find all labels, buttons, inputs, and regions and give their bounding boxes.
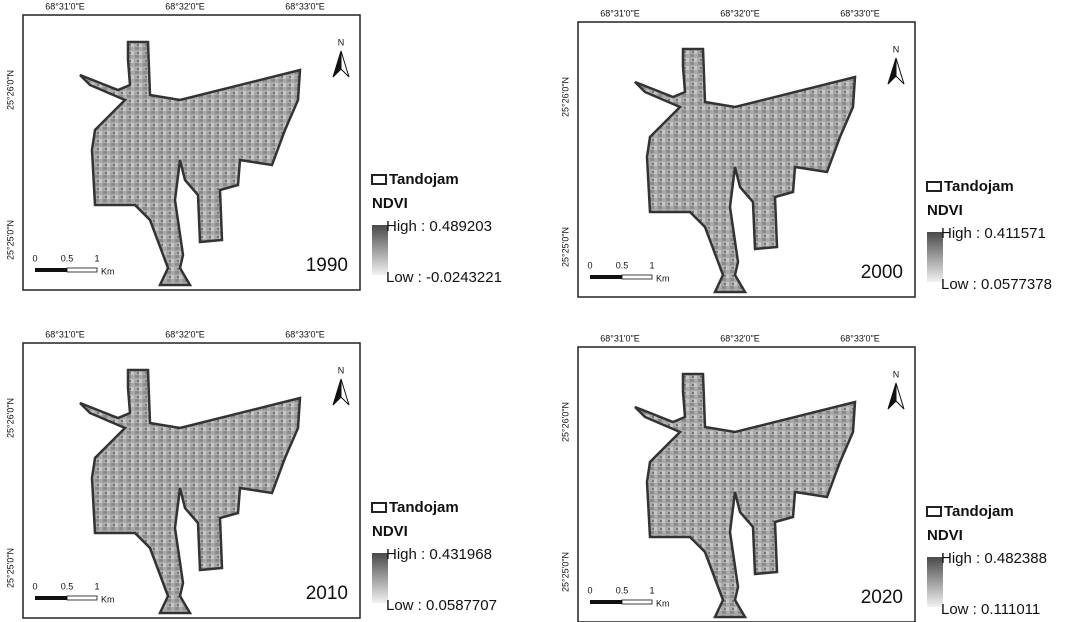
scale-label: 0	[587, 260, 592, 270]
legend-index: NDVI	[372, 195, 408, 212]
latitude-label: 25°25'0"N	[560, 227, 570, 267]
legend-high: High : 0.489203	[386, 218, 492, 235]
scale-unit: Km	[656, 598, 670, 608]
longitude-label: 68°31'0"E	[45, 1, 85, 11]
map-panel: 68°31'0"E 68°32'0"E 68°33'0"E 25°26'0"N 25°2…	[560, 333, 1047, 622]
longitude-label: 68°33'0"E	[285, 329, 325, 339]
map-panel: 68°31'0"E 68°32'0"E 68°33'0"E 25°26'0"N 25°2…	[560, 8, 1052, 297]
map-panel: 68°31'0"E 68°32'0"E 68°33'0"E 25°26'0"N 25°2…	[5, 329, 497, 618]
year-label: 2020	[861, 587, 903, 608]
scale-bar	[590, 600, 622, 604]
scale-bar	[35, 596, 67, 600]
legend-low: Low : 0.0587707	[386, 597, 497, 614]
legend-boundary: Tandojam	[389, 499, 459, 516]
scale-bar	[35, 268, 67, 272]
scale-label: 0.5	[61, 581, 74, 591]
scale-unit: Km	[101, 266, 115, 276]
scale-label: 0	[32, 253, 37, 263]
scale-bar	[622, 275, 652, 279]
north-label: N	[893, 369, 900, 379]
latitude-label: 25°26'0"N	[560, 77, 570, 117]
scale-label: 0.5	[616, 585, 629, 595]
map-panel: 68°31'0"E 68°32'0"E 68°33'0"E 25°26'0"N 25°2…	[5, 1, 502, 290]
legend-index: NDVI	[372, 523, 408, 540]
longitude-label: 68°31'0"E	[600, 8, 640, 18]
longitude-label: 68°31'0"E	[600, 333, 640, 343]
legend-index: NDVI	[927, 202, 963, 219]
legend-low: Low : 0.0577378	[941, 276, 1052, 293]
year-label: 1990	[306, 255, 348, 276]
legend-boundary-symbol	[927, 182, 941, 191]
scale-bar	[590, 275, 622, 279]
legend-high: High : 0.431968	[386, 546, 492, 563]
legend-index: NDVI	[927, 527, 963, 544]
longitude-label: 68°32'0"E	[165, 1, 205, 11]
latitude-label: 25°25'0"N	[5, 548, 15, 588]
legend-boundary: Tandojam	[944, 503, 1014, 520]
legend-boundary-symbol	[372, 175, 386, 184]
legend-high: High : 0.411571	[941, 225, 1046, 242]
longitude-label: 68°33'0"E	[840, 333, 880, 343]
longitude-label: 68°33'0"E	[840, 8, 880, 18]
legend-low: Low : 0.111011	[941, 601, 1040, 618]
legend-boundary: Tandojam	[389, 171, 459, 188]
scale-unit: Km	[101, 594, 115, 604]
longitude-label: 68°31'0"E	[45, 329, 85, 339]
year-label: 2010	[306, 583, 348, 604]
longitude-label: 68°32'0"E	[165, 329, 205, 339]
scale-label: 1	[649, 585, 654, 595]
scale-bar	[622, 600, 652, 604]
legend-low: Low : -0.0243221	[386, 269, 502, 286]
north-label: N	[338, 37, 345, 47]
scale-label: 0	[587, 585, 592, 595]
scale-bar	[67, 596, 97, 600]
scale-label: 0.5	[61, 253, 74, 263]
latitude-label: 25°25'0"N	[5, 220, 15, 260]
longitude-label: 68°33'0"E	[285, 1, 325, 11]
longitude-label: 68°32'0"E	[720, 8, 760, 18]
latitude-label: 25°26'0"N	[560, 402, 570, 442]
legend-boundary-symbol	[927, 507, 941, 516]
latitude-label: 25°25'0"N	[560, 552, 570, 592]
scale-label: 0	[32, 581, 37, 591]
legend-high: High : 0.482388	[941, 550, 1047, 567]
north-label: N	[338, 365, 345, 375]
longitude-label: 68°32'0"E	[720, 333, 760, 343]
scale-label: 1	[649, 260, 654, 270]
latitude-label: 25°26'0"N	[5, 398, 15, 438]
scale-unit: Km	[656, 273, 670, 283]
scale-label: 1	[94, 581, 99, 591]
year-label: 2000	[861, 262, 903, 283]
scale-bar	[67, 268, 97, 272]
latitude-label: 25°26'0"N	[5, 70, 15, 110]
legend-boundary-symbol	[372, 503, 386, 512]
legend-boundary: Tandojam	[944, 178, 1014, 195]
scale-label: 0.5	[616, 260, 629, 270]
scale-label: 1	[94, 253, 99, 263]
north-label: N	[893, 44, 900, 54]
figure: 68°31'0"E 68°32'0"E 68°33'0"E 25°26'0"N 25°2…	[0, 0, 1070, 622]
